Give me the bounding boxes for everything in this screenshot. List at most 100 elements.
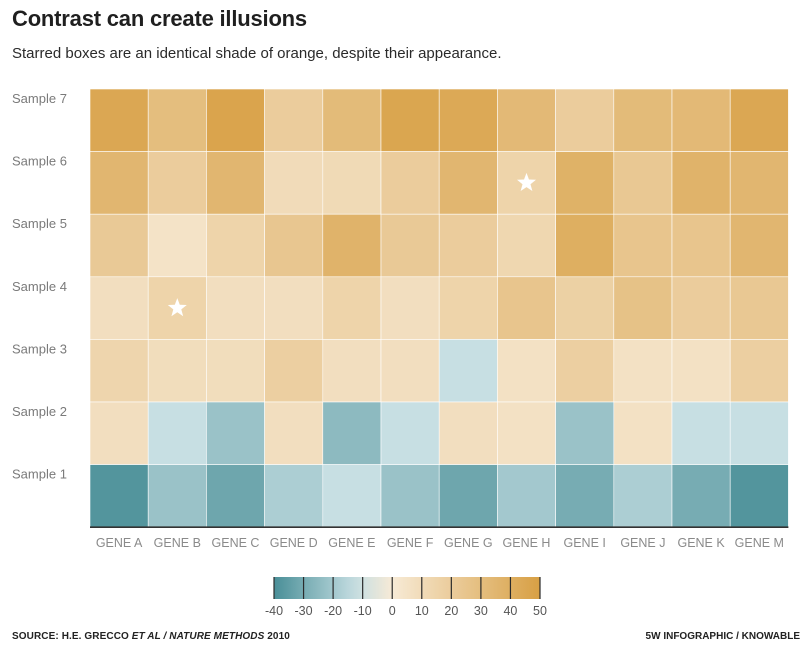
- x-tick-label: GENE A: [96, 536, 143, 550]
- heatmap-cell: [322, 276, 382, 340]
- x-tick-label: GENE B: [154, 536, 201, 550]
- colorbar-tick-label: -10: [354, 604, 372, 618]
- colorbar-tick-label: 30: [474, 604, 488, 618]
- y-tick-label: Sample 7: [12, 91, 67, 106]
- heatmap-cell: [206, 151, 265, 215]
- heatmap-cell: [729, 339, 789, 403]
- heatmap-cell: [438, 151, 498, 215]
- heatmap-cell: [206, 401, 265, 465]
- x-tick-label: GENE K: [677, 536, 725, 550]
- heatmap-cell: [322, 339, 382, 403]
- y-tick-label: Sample 5: [12, 216, 67, 231]
- x-tick-label: GENE H: [503, 536, 551, 550]
- heatmap-cell: [147, 401, 207, 465]
- heatmap-cell: [555, 464, 615, 528]
- heatmap-cell: [89, 339, 149, 403]
- credit-note: 5W INFOGRAPHIC / KNOWABLE: [645, 631, 800, 642]
- star-marker: [516, 172, 537, 191]
- heatmap-cell: [322, 401, 382, 465]
- heatmap-cell: [438, 401, 498, 465]
- heatmap-cell: [264, 339, 324, 403]
- x-tick-label: GENE I: [564, 536, 606, 550]
- x-tick-label: GENE C: [212, 536, 260, 550]
- heatmap-cell: [380, 401, 440, 465]
- heatmap-cell: [89, 401, 149, 465]
- heatmap-cell: [671, 339, 731, 403]
- colorbar-tick-label: 0: [389, 604, 396, 618]
- heatmap-cell: [671, 151, 731, 215]
- heatmap-cell: [671, 213, 731, 278]
- heatmap-cell: [89, 276, 149, 340]
- heatmap-cell: [497, 401, 556, 465]
- chart-title: Contrast can create illusions: [12, 6, 307, 31]
- colorbar-tick-label: 20: [444, 604, 458, 618]
- x-tick-label: GENE J: [620, 536, 665, 550]
- heatmap-cell: [613, 213, 673, 278]
- heatmap-cell: [264, 88, 324, 152]
- heatmap-cell: [322, 88, 382, 152]
- heatmap-cell: [497, 339, 556, 403]
- x-tick-label: GENE E: [328, 536, 375, 550]
- y-tick-label: Sample 6: [12, 154, 67, 169]
- heatmap-cell: [380, 276, 440, 340]
- heatmap-cell: [264, 401, 324, 465]
- heatmap-cell: [89, 88, 149, 152]
- heatmap-cell: [322, 464, 382, 528]
- source-note: SOURCE: H.E. GRECCO ET AL / NATURE METHO…: [12, 631, 290, 642]
- colorbar: [274, 577, 540, 599]
- heatmap-cell: [671, 276, 731, 340]
- heatmap-cell: [438, 213, 498, 278]
- heatmap-cell: [613, 276, 673, 340]
- y-tick-label: Sample 2: [12, 404, 67, 419]
- heatmap-cell: [497, 88, 556, 152]
- heatmap-cell: [671, 464, 731, 528]
- heatmap-cell: [671, 401, 731, 465]
- heatmap-cell: [264, 151, 324, 215]
- y-tick-label: Sample 4: [12, 279, 67, 294]
- chart-subtitle: Starred boxes are an identical shade of …: [12, 45, 502, 62]
- colorbar-tick-label: 40: [503, 604, 517, 618]
- colorbar-tick-label: -20: [324, 604, 342, 618]
- heatmap-cell: [380, 339, 440, 403]
- colorbar-tick-label: 50: [533, 604, 547, 618]
- heatmap-cell: [555, 88, 615, 152]
- x-tick-label: GENE F: [387, 536, 434, 550]
- heatmap-cell: [147, 213, 207, 278]
- star-marker: [167, 298, 187, 317]
- heatmap-cell: [613, 88, 673, 152]
- x-tick-label: GENE G: [444, 536, 493, 550]
- heatmap-cell: [380, 464, 440, 528]
- colorbar-tick-label: -30: [295, 604, 313, 618]
- heatmap-cell: [206, 213, 265, 278]
- heatmap-cell: [89, 213, 149, 278]
- heatmap-cell: [206, 339, 265, 403]
- heatmap-cell: [206, 276, 265, 340]
- heatmap-cell: [438, 464, 498, 528]
- heatmap-cell: [613, 339, 673, 403]
- heatmap-cell: [322, 213, 382, 278]
- heatmap-cell: [89, 151, 149, 215]
- heatmap-cell: [206, 88, 265, 152]
- heatmap-cell: [147, 464, 207, 528]
- heatmap-chart: Sample 7 Sample 6 Sample 5 Sample 4 Sample 3…: [12, 88, 789, 618]
- heatmap-cell: [555, 213, 615, 278]
- heatmap-cell: [147, 339, 207, 403]
- heatmap-cell: [671, 88, 731, 152]
- heatmap-cell: [147, 88, 207, 152]
- heatmap-cell: [497, 276, 556, 340]
- heatmap-cell: [380, 151, 440, 215]
- heatmap-cell: [264, 276, 324, 340]
- heatmap-cell: [613, 464, 673, 528]
- heatmap-cell: [729, 464, 789, 528]
- heatmap-cell: [555, 151, 615, 215]
- heatmap-cell: [729, 213, 789, 278]
- heatmap-cell: [555, 276, 615, 340]
- colorbar-tick-label: 10: [415, 604, 429, 618]
- heatmap-cell: [206, 464, 265, 528]
- y-tick-label: Sample 3: [12, 341, 67, 356]
- heatmap-cell: [613, 401, 673, 465]
- heatmap-cell: [380, 213, 440, 278]
- x-tick-label: GENE D: [270, 536, 318, 550]
- heatmap-cell: [438, 276, 498, 340]
- heatmap-cell: [497, 464, 556, 528]
